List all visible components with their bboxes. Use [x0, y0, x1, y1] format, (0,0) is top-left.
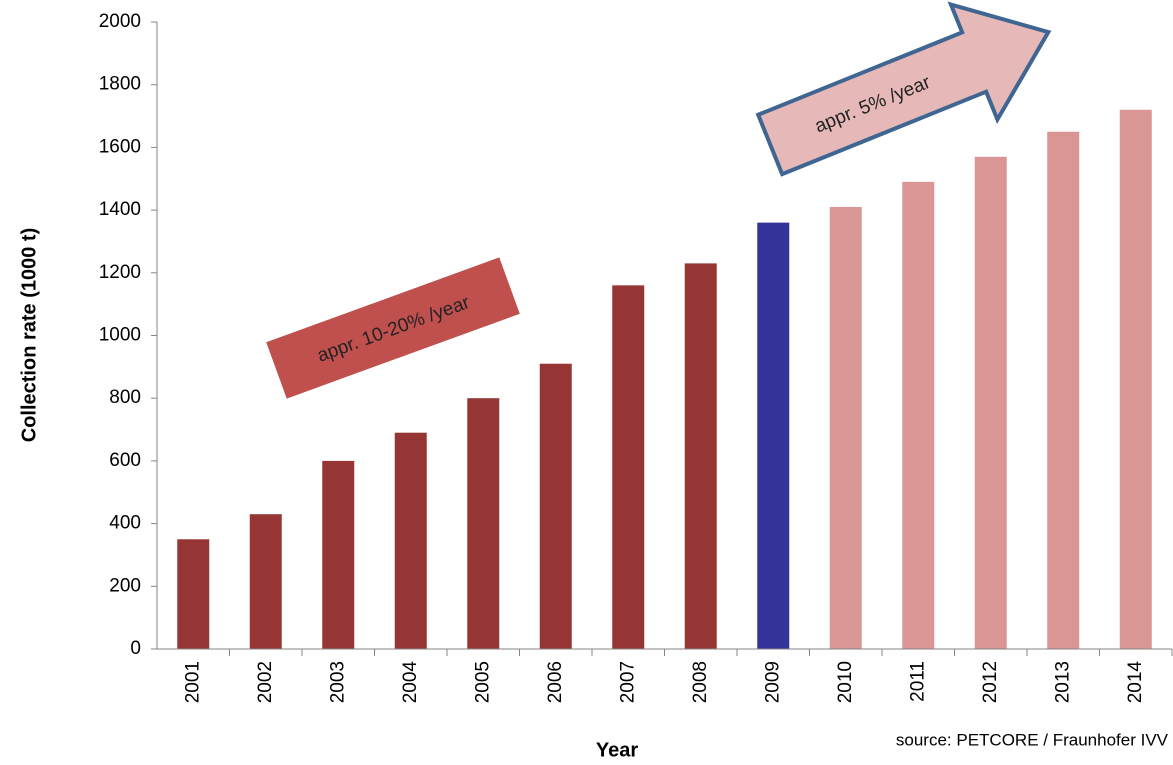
bar — [394, 432, 427, 649]
bar — [1047, 131, 1080, 650]
y-tick-label: 400 — [109, 513, 141, 534]
y-tick-label: 1800 — [99, 74, 141, 95]
x-axis-label: Year — [596, 739, 638, 761]
x-tick-label: 2010 — [835, 661, 856, 703]
bar — [177, 539, 210, 649]
y-tick-label: 1400 — [99, 199, 141, 220]
x-tick-label: 2003 — [327, 661, 348, 703]
x-tick-label: 2004 — [400, 661, 421, 704]
bar — [757, 222, 790, 649]
annotation-background — [266, 257, 520, 399]
bar — [902, 181, 935, 649]
bar — [249, 514, 282, 649]
bar — [829, 206, 862, 649]
x-tick-label: 2008 — [690, 661, 711, 703]
y-axis-label: Collection rate (1000 t) — [18, 228, 40, 443]
bar — [974, 156, 1007, 649]
source-note: source: PETCORE / Fraunhofer IVV — [896, 730, 1169, 749]
y-tick-label: 1200 — [99, 262, 141, 283]
y-tick-label: 200 — [109, 575, 141, 596]
arrow-shape — [755, 1, 1052, 177]
y-tick-label: 2000 — [99, 11, 141, 32]
bar — [467, 398, 500, 649]
x-tick-label: 2002 — [255, 661, 276, 703]
y-tick-label: 800 — [109, 387, 141, 408]
x-tick-label: 2014 — [1125, 661, 1146, 704]
bar — [684, 263, 717, 649]
x-tick-label: 2005 — [472, 661, 493, 703]
x-tick-label: 2011 — [907, 661, 928, 702]
y-tick-label: 0 — [130, 638, 141, 659]
bar — [1119, 109, 1152, 649]
annotation-box: appr. 10-20% /year — [266, 257, 520, 399]
y-tick-label: 600 — [109, 450, 141, 471]
x-tick-label: 2013 — [1052, 661, 1073, 703]
annotation-arrow: appr. 5% /year — [755, 1, 1052, 177]
x-tick-label: 2001 — [182, 661, 203, 703]
y-tick-label: 1000 — [99, 325, 141, 346]
bar — [612, 285, 645, 649]
x-tick-label: 2009 — [762, 661, 783, 703]
bar — [322, 460, 355, 649]
x-tick-label: 2007 — [617, 661, 638, 703]
x-tick-label: 2006 — [545, 661, 566, 703]
x-tick-label: 2012 — [980, 661, 1001, 703]
y-tick-label: 1600 — [99, 136, 141, 157]
bar — [539, 363, 572, 649]
